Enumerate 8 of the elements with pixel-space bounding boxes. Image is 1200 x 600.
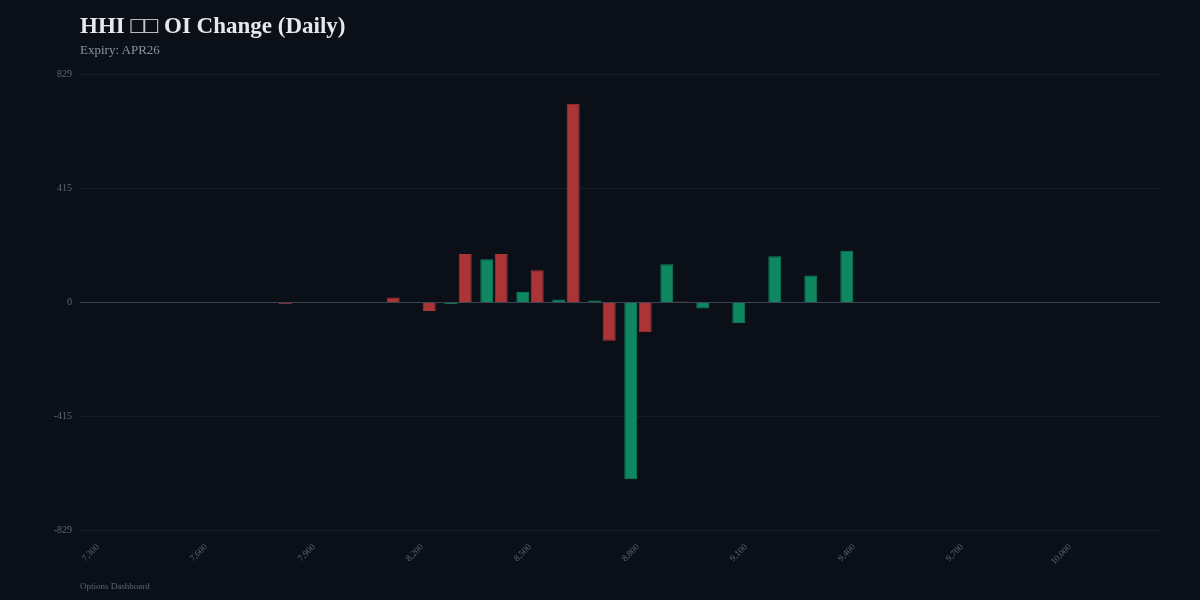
y-tick-label: 0	[67, 296, 72, 308]
y-tick-label: 829	[57, 67, 72, 79]
y-tick-label: -415	[53, 410, 72, 422]
text: Options Dashboard	[80, 581, 150, 591]
y-tick-label: -829	[53, 524, 72, 536]
chart-title: HHI □□ OI Change (Daily)	[80, 13, 346, 39]
chart-subtitle: Expiry: APR26	[80, 42, 160, 58]
y-tick-label: 415	[57, 181, 72, 193]
